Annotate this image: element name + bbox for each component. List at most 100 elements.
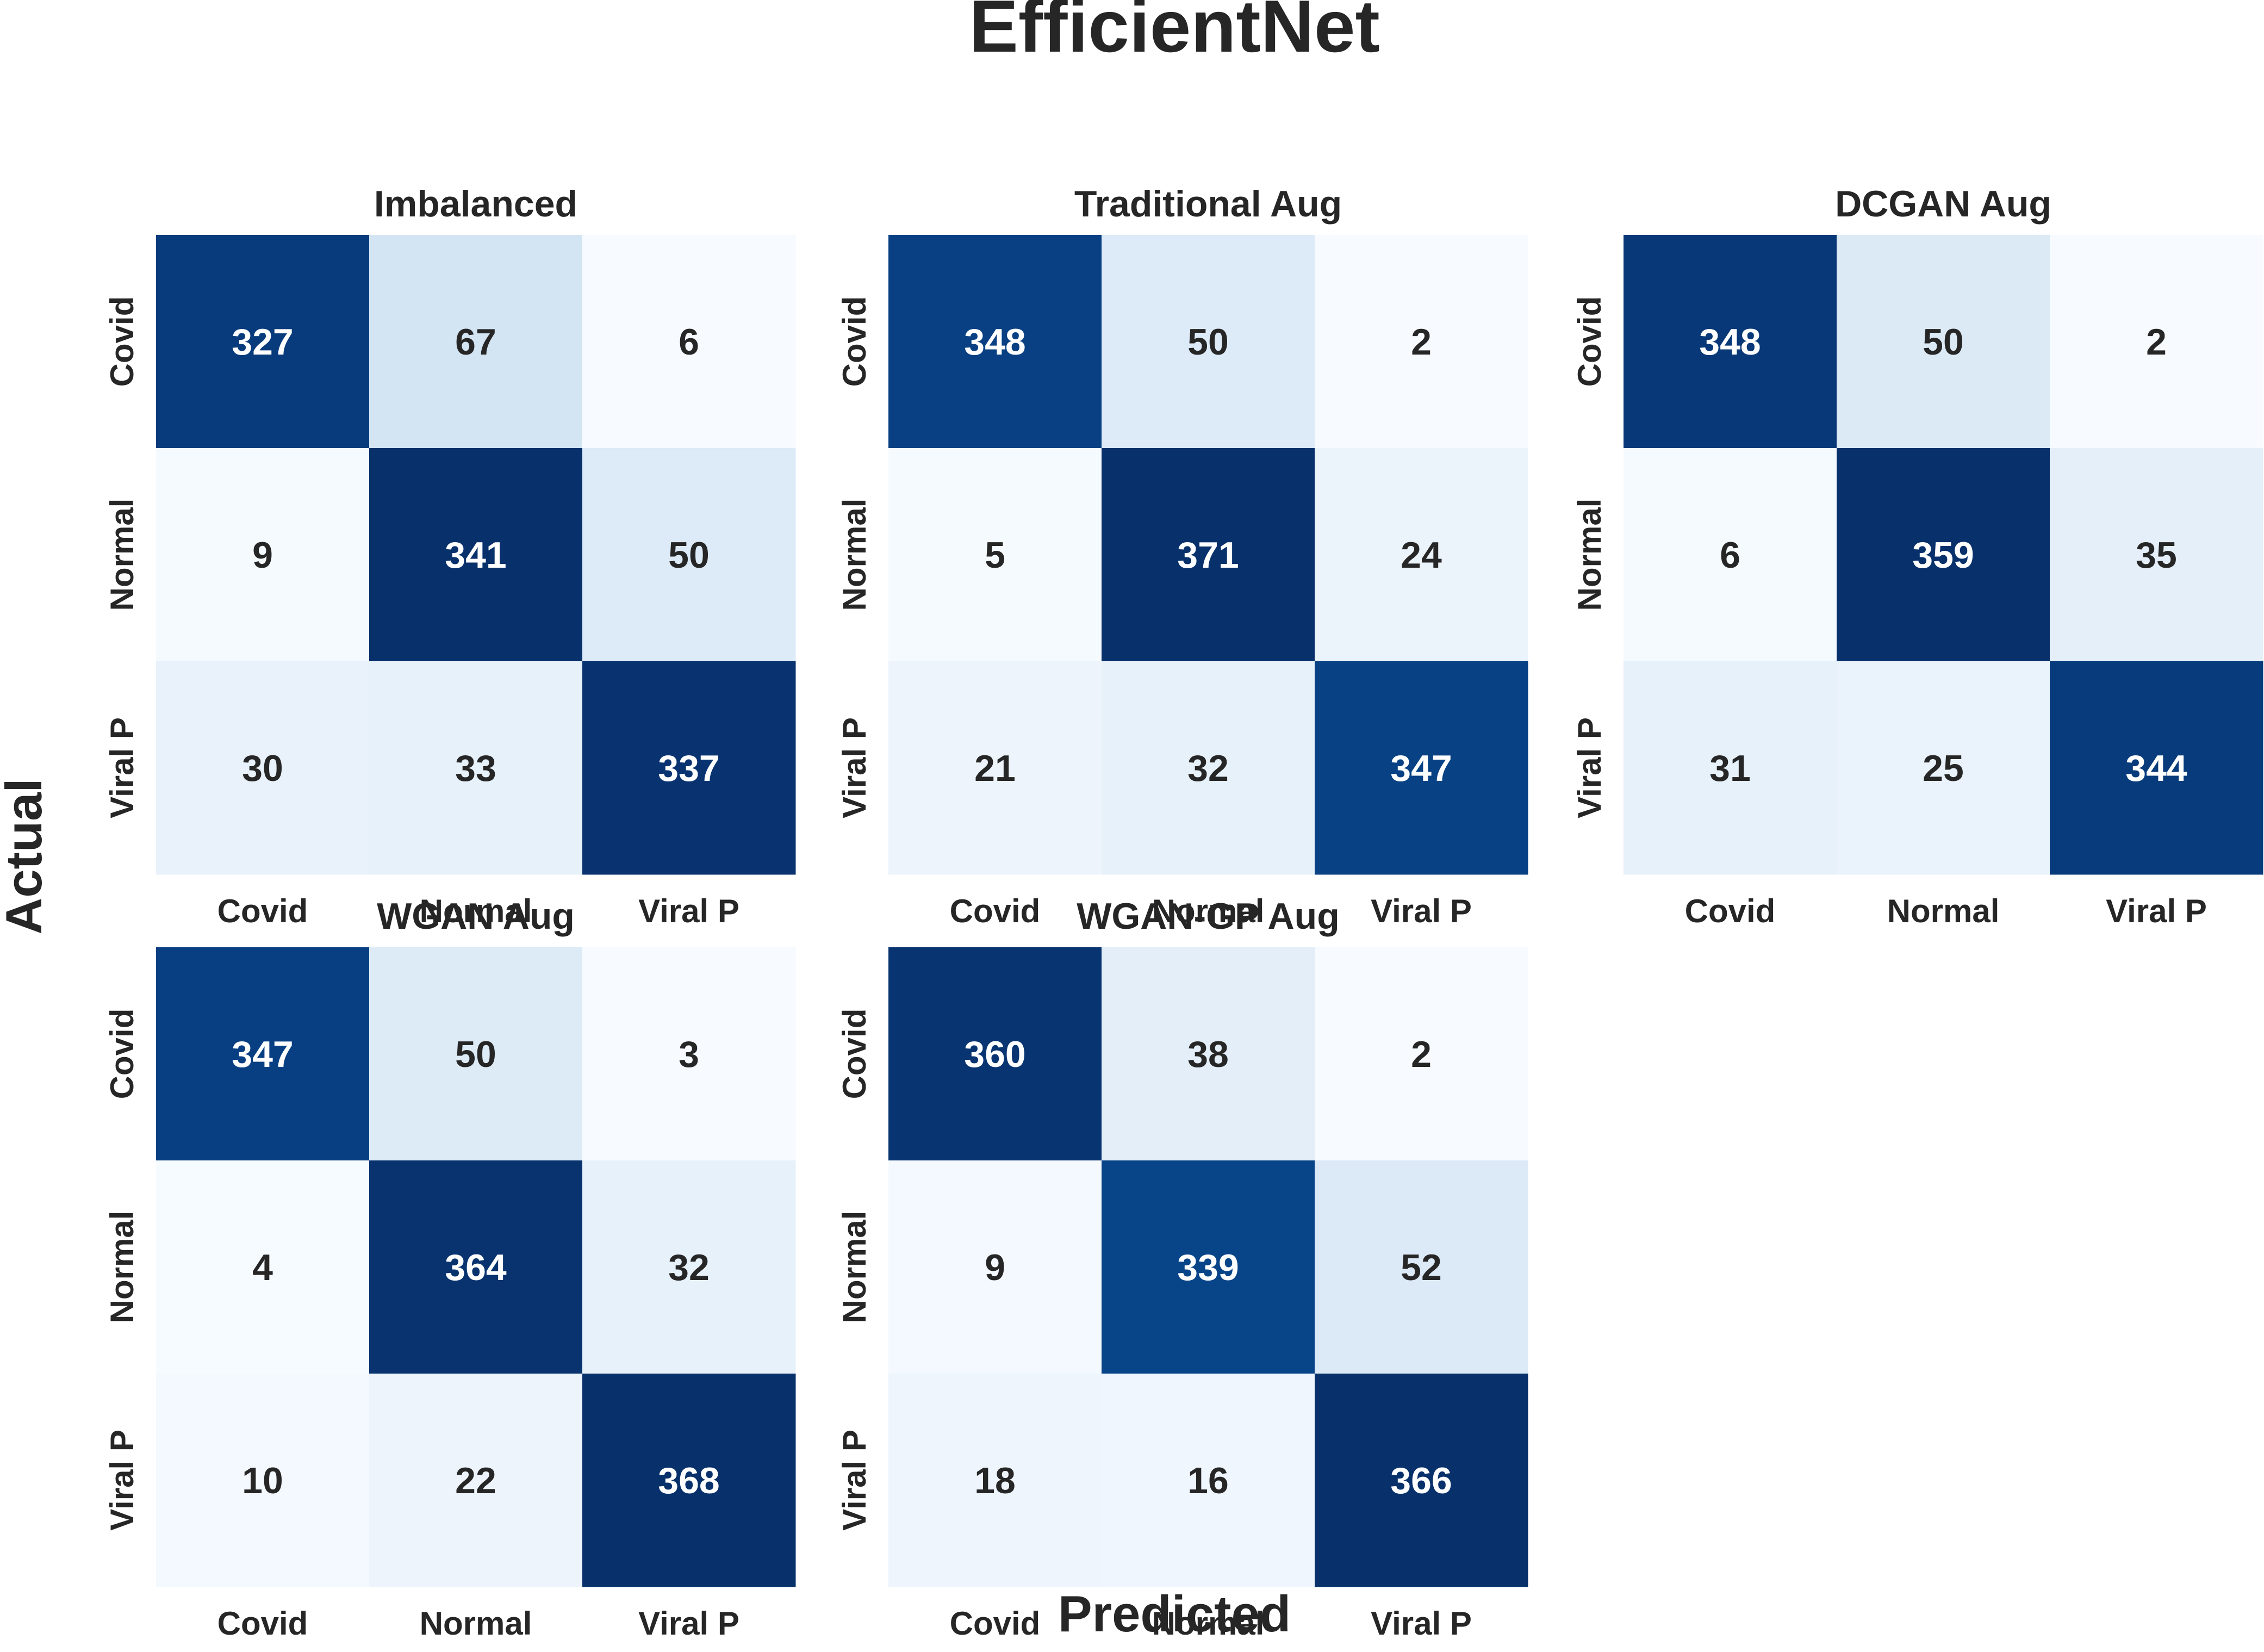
cell-value-label: 2 <box>1411 1034 1432 1075</box>
cell-value-label: 2 <box>1411 321 1432 363</box>
heatmap-cell <box>582 448 796 662</box>
heatmap-cell <box>2050 235 2263 449</box>
panel-title: Traditional Aug <box>1074 183 1342 225</box>
x-tick-label: Normal <box>420 893 532 929</box>
y-tick-label: Normal <box>104 499 140 611</box>
heatmap-cell <box>1315 661 1528 875</box>
heatmap-cell <box>156 947 370 1161</box>
y-tick-label: Normal <box>836 499 873 611</box>
cell-value-label: 348 <box>1699 321 1761 363</box>
cell-value-label: 32 <box>1187 748 1229 789</box>
cell-value-label: 22 <box>455 1460 496 1501</box>
cell-value-label: 31 <box>1709 748 1751 789</box>
heatmap-cell <box>1624 448 1837 662</box>
x-tick-label: Normal <box>420 1605 532 1642</box>
cell-value-label: 6 <box>1720 535 1740 576</box>
x-tick-label: Viral P <box>1371 893 1472 929</box>
cell-value-label: 3 <box>679 1034 699 1075</box>
heatmap-panels: Imbalanced 327 67 6 9 341 50 30 33 337 Covid Normal… <box>104 183 2263 1642</box>
x-tick-label: Covid <box>217 893 308 929</box>
heatmap-cell <box>582 1374 796 1587</box>
heatmap-cell <box>369 661 583 875</box>
y-tick-label: Viral P <box>1571 717 1608 818</box>
cell-value-label: 9 <box>252 535 273 576</box>
y-tick-label: Normal <box>104 1211 140 1324</box>
heatmap-cell <box>156 661 370 875</box>
cell-value-label: 52 <box>1401 1247 1442 1288</box>
heatmap-cell <box>582 661 796 875</box>
x-tick-label: Covid <box>1685 893 1776 929</box>
cell-value-label: 16 <box>1187 1460 1229 1501</box>
heatmap-cell <box>888 1160 1102 1374</box>
heatmap-cell <box>1102 661 1315 875</box>
cell-value-label: 6 <box>679 321 699 363</box>
heatmap-cell <box>369 1160 583 1374</box>
y-tick-label: Normal <box>1571 499 1608 611</box>
cell-value-label: 360 <box>964 1034 1025 1075</box>
x-tick-label: Covid <box>950 1605 1041 1642</box>
cell-value-label: 366 <box>1390 1460 1452 1501</box>
y-tick-label: Normal <box>836 1211 873 1324</box>
heatmap-cell <box>888 235 1102 449</box>
heatmap-cell <box>582 235 796 449</box>
y-tick-label: Covid <box>104 296 140 387</box>
heatmap-cell <box>2050 448 2263 662</box>
x-tick-label: Covid <box>217 1605 308 1642</box>
heatmap-cell <box>582 1160 796 1374</box>
heatmap-cell <box>1837 661 2050 875</box>
cell-value-label: 371 <box>1177 535 1239 576</box>
heatmap-cell <box>888 661 1102 875</box>
cell-value-label: 2 <box>2146 321 2167 363</box>
panel-title: WGAN Aug <box>377 896 575 937</box>
heatmap-cell <box>888 448 1102 662</box>
cell-value-label: 9 <box>985 1247 1005 1288</box>
cell-value-label: 18 <box>974 1460 1016 1501</box>
cell-value-label: 50 <box>455 1034 496 1075</box>
heatmap-cell <box>1315 1374 1528 1587</box>
heatmap-cell <box>1102 235 1315 449</box>
cell-value-label: 359 <box>1912 535 1974 576</box>
x-tick-label: Viral P <box>1371 1605 1472 1642</box>
heatmap-cell <box>582 947 796 1161</box>
cell-value-label: 327 <box>232 321 293 363</box>
cell-value-label: 337 <box>658 748 719 789</box>
heatmap-cell <box>1102 947 1315 1161</box>
heatmap-cell <box>156 1374 370 1587</box>
panel-title: Imbalanced <box>374 183 577 225</box>
heatmap-cell <box>156 448 370 662</box>
x-tick-label: Covid <box>950 893 1041 929</box>
heatmap-cell <box>1102 1160 1315 1374</box>
cell-value-label: 341 <box>445 535 506 576</box>
y-tick-label: Viral P <box>104 1430 140 1531</box>
cell-value-label: 33 <box>455 748 496 789</box>
heatmap-panel: DCGAN Aug 348 50 2 6 359 35 31 25 344 Covid Normal V… <box>1571 183 2263 929</box>
x-tick-label: Viral P <box>638 893 739 929</box>
cell-value-label: 348 <box>964 321 1025 363</box>
x-tick-label: Normal <box>1887 893 2000 929</box>
heatmap-cell <box>369 448 583 662</box>
y-tick-label: Covid <box>836 296 873 387</box>
y-tick-label: Viral P <box>836 717 873 818</box>
heatmap-panel: Traditional Aug 348 50 2 5 371 24 21 32 347 Covid N… <box>836 183 1528 929</box>
cell-value-label: 50 <box>1187 321 1229 363</box>
cell-value-label: 21 <box>974 748 1016 789</box>
heatmap-cell <box>1315 947 1528 1161</box>
cell-value-label: 30 <box>242 748 283 789</box>
heatmap-cell <box>2050 661 2263 875</box>
heatmap-cell <box>1624 235 1837 449</box>
figure-title: EfficientNet <box>969 0 1380 67</box>
cell-value-label: 347 <box>1390 748 1452 789</box>
heatmap-panel: Imbalanced 327 67 6 9 341 50 30 33 337 Covid Normal… <box>104 183 796 929</box>
y-axis-label: Actual <box>0 778 52 934</box>
y-tick-label: Covid <box>836 1009 873 1100</box>
y-tick-label: Covid <box>104 1009 140 1100</box>
heatmap-cell <box>369 235 583 449</box>
x-tick-label: Normal <box>1152 893 1265 929</box>
heatmap-cell <box>369 947 583 1161</box>
cell-value-label: 4 <box>252 1247 273 1288</box>
heatmap-cell <box>1837 448 2050 662</box>
x-tick-label: Normal <box>1152 1605 1265 1642</box>
x-axis-label: Predicted <box>1058 1585 1291 1642</box>
heatmap-cell <box>888 947 1102 1161</box>
